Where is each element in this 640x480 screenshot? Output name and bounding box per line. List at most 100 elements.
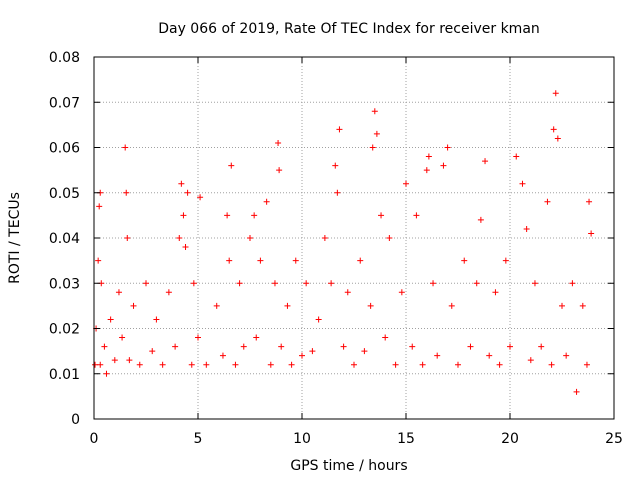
data-point bbox=[440, 162, 447, 169]
data-point bbox=[425, 153, 432, 160]
data-point bbox=[519, 180, 526, 187]
y-tick-label: 0.06 bbox=[49, 141, 80, 157]
y-tick-label: 0.03 bbox=[49, 276, 80, 292]
data-point bbox=[579, 302, 586, 309]
x-tick-label: 15 bbox=[397, 431, 415, 447]
data-point bbox=[413, 212, 420, 219]
data-point bbox=[251, 212, 258, 219]
data-point bbox=[188, 361, 195, 368]
data-point bbox=[527, 357, 534, 364]
grid-lines bbox=[94, 57, 614, 419]
data-point bbox=[309, 348, 316, 355]
data-point bbox=[122, 144, 129, 151]
data-point bbox=[240, 343, 247, 350]
data-point bbox=[126, 357, 133, 364]
data-point bbox=[219, 352, 226, 359]
data-point bbox=[334, 189, 341, 196]
data-point bbox=[284, 302, 291, 309]
data-point bbox=[369, 144, 376, 151]
data-point bbox=[502, 257, 509, 264]
data-point bbox=[588, 230, 595, 237]
data-point bbox=[172, 343, 179, 350]
chart-title: Day 066 of 2019, Rate Of TEC Index for r… bbox=[158, 21, 540, 37]
data-point bbox=[321, 235, 328, 241]
data-point bbox=[492, 289, 499, 296]
data-point bbox=[124, 235, 131, 241]
data-point bbox=[559, 302, 565, 309]
data-point bbox=[361, 348, 368, 355]
data-point bbox=[392, 361, 399, 368]
data-point bbox=[373, 130, 380, 137]
data-point bbox=[548, 361, 555, 368]
data-point bbox=[513, 153, 520, 160]
data-point bbox=[224, 212, 231, 219]
y-tick-label: 0.02 bbox=[49, 322, 80, 338]
data-point bbox=[552, 90, 559, 97]
data-point bbox=[344, 289, 351, 296]
data-point bbox=[203, 361, 210, 368]
data-point bbox=[573, 388, 580, 395]
data-point bbox=[398, 289, 405, 296]
data-point bbox=[482, 158, 489, 165]
data-point bbox=[96, 203, 103, 210]
x-axis-label: GPS time / hours bbox=[290, 458, 407, 474]
data-point bbox=[423, 167, 430, 174]
x-tick-label: 25 bbox=[605, 431, 623, 447]
data-point bbox=[278, 343, 285, 350]
data-point bbox=[303, 280, 310, 287]
data-point bbox=[263, 198, 270, 205]
data-point bbox=[586, 198, 593, 205]
data-point bbox=[267, 361, 274, 368]
data-point bbox=[97, 361, 104, 368]
data-point bbox=[115, 289, 122, 296]
data-point bbox=[257, 257, 264, 264]
axis-ticks bbox=[93, 56, 615, 420]
data-point bbox=[507, 343, 513, 350]
data-point bbox=[583, 361, 590, 368]
data-point bbox=[332, 162, 339, 169]
data-point bbox=[228, 162, 235, 169]
data-point bbox=[328, 280, 335, 287]
x-tick-label: 10 bbox=[293, 431, 311, 447]
data-point bbox=[477, 216, 484, 223]
data-point bbox=[554, 135, 561, 142]
y-tick-label: 0.01 bbox=[49, 367, 80, 383]
data-point bbox=[153, 316, 160, 323]
data-point bbox=[136, 361, 143, 368]
data-point bbox=[292, 257, 299, 264]
data-point bbox=[378, 212, 385, 219]
data-point bbox=[461, 257, 468, 264]
data-points bbox=[92, 90, 595, 395]
data-point bbox=[276, 167, 283, 174]
data-point bbox=[197, 194, 204, 201]
data-point bbox=[232, 361, 239, 368]
data-point bbox=[367, 302, 374, 309]
y-tick-label: 0.05 bbox=[49, 186, 80, 202]
data-point bbox=[213, 302, 220, 309]
data-point bbox=[467, 343, 474, 350]
data-point bbox=[419, 361, 426, 368]
data-point bbox=[444, 144, 451, 151]
y-axis-label: ROTI / TECUs bbox=[7, 192, 23, 284]
data-point bbox=[176, 235, 183, 241]
data-point bbox=[563, 352, 570, 359]
data-point bbox=[92, 361, 99, 368]
data-point bbox=[315, 316, 322, 323]
data-point bbox=[95, 257, 102, 264]
data-point bbox=[180, 212, 187, 219]
data-point bbox=[178, 180, 185, 187]
y-tick-label: 0.04 bbox=[49, 231, 80, 247]
data-point bbox=[159, 361, 166, 368]
data-point bbox=[182, 244, 189, 251]
data-point bbox=[275, 139, 282, 146]
data-point bbox=[473, 280, 480, 287]
data-point bbox=[434, 352, 441, 359]
data-point bbox=[299, 352, 305, 359]
data-point bbox=[386, 235, 393, 241]
data-point bbox=[448, 302, 455, 309]
data-point bbox=[165, 289, 172, 296]
x-tick-labels: 0 5 10 15 20 25 bbox=[90, 431, 623, 447]
data-point bbox=[403, 180, 409, 187]
data-point bbox=[569, 280, 576, 287]
